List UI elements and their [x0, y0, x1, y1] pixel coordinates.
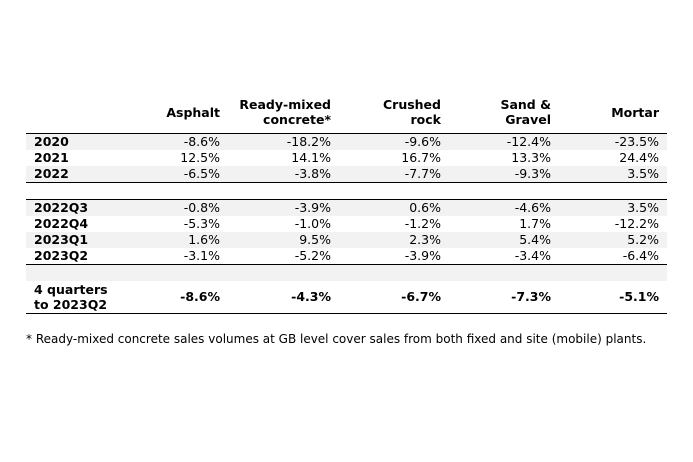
cell-ready-mixed-concrete: -18.2%	[286, 134, 331, 149]
table-row: 2023Q1 1.6% 9.5% 2.3% 5.4% 5.2%	[26, 232, 667, 248]
total-crushed-rock: -6.7%	[401, 289, 441, 304]
total-mortar: -5.1%	[619, 289, 659, 304]
cell-sand-gravel: 13.3%	[511, 150, 551, 165]
cell-mortar: -23.5%	[614, 134, 659, 149]
column-header-crushed-rock: Crushed rock	[383, 97, 441, 127]
cell-asphalt: -6.5%	[183, 166, 220, 181]
cell-ready-mixed-concrete: -5.2%	[294, 248, 331, 263]
cell-mortar: -12.2%	[614, 216, 659, 231]
cell-ready-mixed-concrete: 14.1%	[291, 150, 331, 165]
cell-mortar: -6.4%	[622, 248, 659, 263]
cell-asphalt: -5.3%	[183, 216, 220, 231]
table-row: 2022 -6.5% -3.8% -7.7% -9.3% 3.5%	[26, 166, 667, 182]
total-asphalt: -8.6%	[180, 289, 220, 304]
cell-mortar: 24.4%	[619, 150, 659, 165]
cell-mortar: 3.5%	[627, 166, 659, 181]
column-header-mortar: Mortar	[611, 105, 659, 120]
column-header-ready-mixed-concrete: Ready-mixed concrete*	[239, 97, 331, 127]
spacer-row-shaded	[26, 264, 667, 281]
cell-crushed-rock: 16.7%	[401, 150, 441, 165]
cell-asphalt: 1.6%	[188, 232, 220, 247]
cell-ready-mixed-concrete: -3.8%	[294, 166, 331, 181]
table-header-row: Asphalt Ready-mixed concrete* Crushed rock…	[26, 95, 667, 134]
quarterly-rows: 2022Q3 -0.8% -3.9% 0.6% -4.6% 3.5% 2022Q4 -5.3%…	[26, 199, 667, 264]
row-label: 2022Q3	[34, 200, 89, 215]
cell-crushed-rock: -7.7%	[404, 166, 441, 181]
row-label: 2020	[34, 134, 69, 149]
cell-crushed-rock: 2.3%	[409, 232, 441, 247]
total-sand-gravel: -7.3%	[511, 289, 551, 304]
cell-ready-mixed-concrete: -3.9%	[294, 200, 331, 215]
row-label: 2022Q4	[34, 216, 89, 231]
spacer-row	[26, 182, 667, 199]
column-header-sand-gravel: Sand & Gravel	[500, 97, 551, 127]
cell-sand-gravel: 5.4%	[519, 232, 551, 247]
cell-ready-mixed-concrete: -1.0%	[294, 216, 331, 231]
footnote: * Ready-mixed concrete sales volumes at …	[26, 332, 647, 346]
cell-sand-gravel: -4.6%	[514, 200, 551, 215]
table-row: 2020 -8.6% -18.2% -9.6% -12.4% -23.5%	[26, 134, 667, 150]
cell-asphalt: -3.1%	[183, 248, 220, 263]
cell-ready-mixed-concrete: 9.5%	[299, 232, 331, 247]
cell-crushed-rock: -3.9%	[404, 248, 441, 263]
table-row: 2023Q2 -3.1% -5.2% -3.9% -3.4% -6.4%	[26, 248, 667, 264]
cell-crushed-rock: -9.6%	[404, 134, 441, 149]
row-label: 2021	[34, 150, 69, 165]
sales-volume-table: Asphalt Ready-mixed concrete* Crushed rock…	[26, 95, 667, 314]
annual-rows: 2020 -8.6% -18.2% -9.6% -12.4% -23.5% 2021 12.5…	[26, 134, 667, 182]
total-row: 4 quarters to 2023Q2 -8.6% -4.3% -6.7% -7…	[26, 281, 667, 313]
cell-crushed-rock: -1.2%	[404, 216, 441, 231]
total-row-label: 4 quarters to 2023Q2	[34, 282, 108, 312]
cell-sand-gravel: 1.7%	[519, 216, 551, 231]
cell-asphalt: -8.6%	[183, 134, 220, 149]
cell-asphalt: -0.8%	[183, 200, 220, 215]
column-header-ready-mixed-concrete-text: Ready-mixed concrete*	[239, 97, 331, 127]
row-label: 2023Q1	[34, 232, 89, 247]
cell-asphalt: 12.5%	[180, 150, 220, 165]
column-header-sand-gravel-text: Sand & Gravel	[500, 97, 551, 127]
table-bottom-rule	[26, 313, 667, 314]
cell-crushed-rock: 0.6%	[409, 200, 441, 215]
cell-mortar: 5.2%	[627, 232, 659, 247]
cell-sand-gravel: -3.4%	[514, 248, 551, 263]
table-row: 2021 12.5% 14.1% 16.7% 13.3% 24.4%	[26, 150, 667, 166]
column-header-crushed-rock-text: Crushed rock	[382, 97, 441, 127]
total-ready-mixed-concrete: -4.3%	[291, 289, 331, 304]
cell-sand-gravel: -12.4%	[506, 134, 551, 149]
row-label: 2023Q2	[34, 248, 89, 263]
table-row: 2022Q4 -5.3% -1.0% -1.2% 1.7% -12.2%	[26, 216, 667, 232]
column-header-asphalt: Asphalt	[166, 105, 220, 120]
row-label: 2022	[34, 166, 69, 181]
cell-mortar: 3.5%	[627, 200, 659, 215]
cell-sand-gravel: -9.3%	[514, 166, 551, 181]
table-row: 2022Q3 -0.8% -3.9% 0.6% -4.6% 3.5%	[26, 200, 667, 216]
